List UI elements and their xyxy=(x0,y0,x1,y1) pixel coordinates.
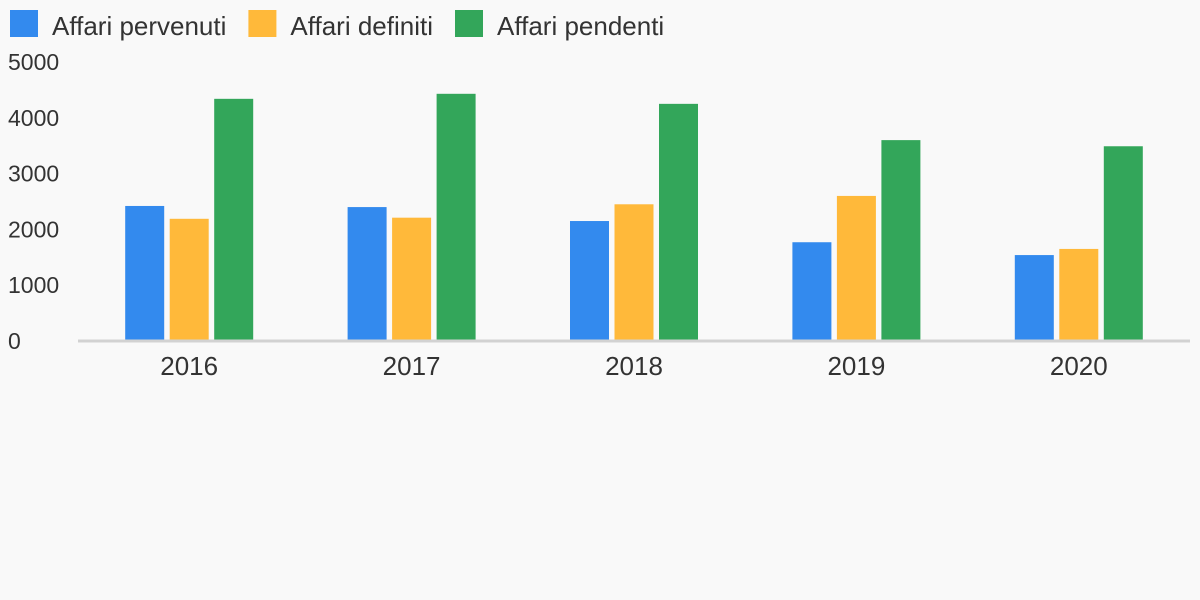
bar-2018-series-2 xyxy=(614,204,654,341)
chart-legend: Affari pervenuti Affari definiti Affari pe… xyxy=(10,10,664,41)
bar-2017-series-3 xyxy=(436,93,476,341)
bar-2017-series-2 xyxy=(392,217,432,341)
legend-swatch-2 xyxy=(248,10,277,37)
bar-2020-series-1 xyxy=(1014,255,1054,341)
x-tick-label: 2016 xyxy=(160,351,218,381)
bar-2019-series-2 xyxy=(836,195,876,341)
y-tick-label: 0 xyxy=(8,328,21,354)
bar-2016-series-1 xyxy=(125,205,165,341)
bars xyxy=(125,93,1143,341)
bar-2019-series-1 xyxy=(792,242,832,341)
x-tick-label: 2020 xyxy=(1050,351,1108,381)
bar-2016-series-2 xyxy=(169,218,209,341)
bar-2020-series-2 xyxy=(1059,248,1099,341)
y-axis: 0 1000 2000 3000 4000 5000 xyxy=(8,49,59,354)
x-tick-label: 2017 xyxy=(383,351,441,381)
y-tick-label: 3000 xyxy=(8,161,59,187)
legend-swatch-3 xyxy=(455,10,483,37)
x-axis: 2016 2017 2018 2019 2020 xyxy=(160,351,1107,381)
bar-2016-series-3 xyxy=(214,98,254,341)
x-tick-label: 2019 xyxy=(827,351,885,381)
y-tick-label: 1000 xyxy=(8,272,59,298)
legend-label-2: Affari definiti xyxy=(290,11,433,41)
legend-swatch-1 xyxy=(10,10,38,37)
bar-2018-series-3 xyxy=(659,103,698,341)
y-tick-label: 2000 xyxy=(8,216,59,242)
bar-2017-series-1 xyxy=(347,207,387,341)
y-tick-label: 4000 xyxy=(8,105,59,131)
y-tick-label: 5000 xyxy=(8,49,59,75)
legend-label-3: Affari pendenti xyxy=(497,11,664,41)
legend-label-1: Affari pervenuti xyxy=(52,11,226,41)
bar-2020-series-3 xyxy=(1103,146,1143,341)
bar-2019-series-3 xyxy=(881,140,921,341)
bar-2018-series-1 xyxy=(570,221,609,341)
x-tick-label: 2018 xyxy=(605,351,663,381)
